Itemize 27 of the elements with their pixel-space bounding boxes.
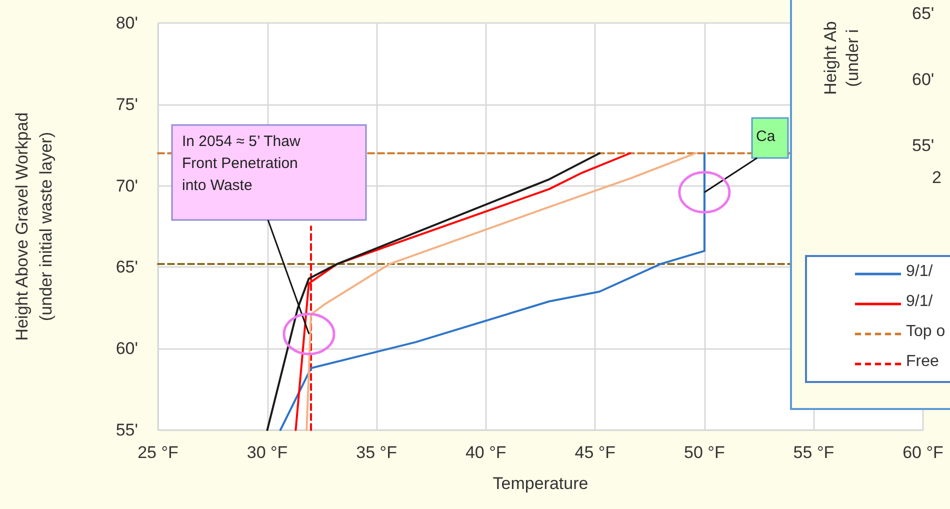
y-tick-label: 70' xyxy=(116,176,138,196)
annotation: 60' xyxy=(912,70,934,90)
x-tick-label: 35 °F xyxy=(356,443,397,462)
annotation: Ca xyxy=(755,127,776,147)
text: 65' xyxy=(912,4,934,24)
y-axis-title: Height Above Gravel Workpad (under initial waste layer) xyxy=(12,112,56,341)
legend-label: Top o xyxy=(906,323,946,341)
y-tick-label: 75' xyxy=(116,94,138,114)
text: Height Ab (under i xyxy=(820,20,863,97)
legend-label: 9/1/ xyxy=(906,293,933,311)
x-tick-label: 45 °F xyxy=(574,443,616,462)
x-tick-label: 50 °F xyxy=(684,443,725,462)
x-tick-label: 30 °F xyxy=(246,443,288,462)
y-tick-label: 60' xyxy=(116,339,138,358)
y-tick-label: 65' xyxy=(116,258,138,277)
x-tick-label: 55 °F xyxy=(793,443,834,462)
text: 2 xyxy=(932,168,942,188)
x-tick-label: 25 °F xyxy=(138,443,178,462)
legend-label: Free xyxy=(906,353,939,371)
x-tick-label: 40 °F xyxy=(465,443,506,462)
annotation: In 2054 ≈ 5’ Thaw Front Penetration into Waste xyxy=(181,132,302,196)
y-tick-label: 80' xyxy=(116,14,138,32)
x-axis-title: Temperature xyxy=(492,474,588,493)
x-tick-label: 60 °F xyxy=(902,443,944,462)
legend-label: 9/1/ xyxy=(906,263,933,281)
y-tick-label: 55' xyxy=(116,420,138,440)
annotation: 55' xyxy=(912,136,934,156)
